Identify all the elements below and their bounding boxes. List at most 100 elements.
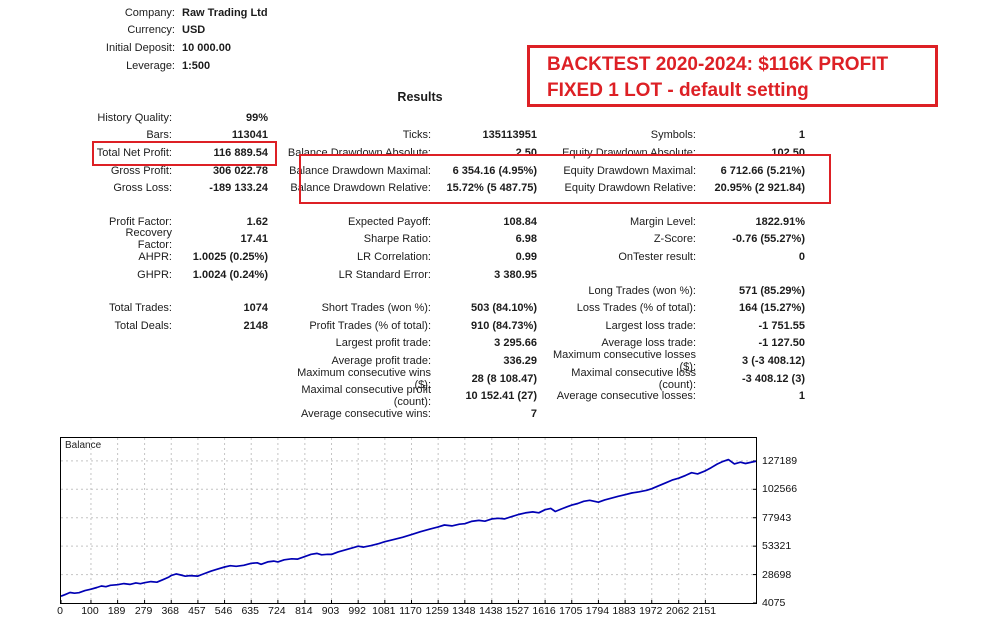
y-tick-label: 28698 (762, 568, 792, 581)
stat-label: Short Trades (won %): (321, 302, 431, 315)
stat-value: 28 (8 108.47) (471, 372, 537, 385)
stat-value: 1822.91% (755, 215, 805, 228)
stat-row: Ticks: 135113951 (278, 127, 537, 145)
balance-chart: Balance 4075 28698 53321 77943 102566 127189 0… (57, 437, 797, 617)
stat-row: Balance Drawdown Relative: 15.72% (5 487.… (278, 179, 537, 197)
stat-label: GHPR: (137, 268, 172, 281)
stat-value: 0 (798, 250, 805, 263)
stat-row: Maximal consecutive profit (count): 10 15… (278, 384, 537, 409)
stat-label: Maximal consecutive profit (count): (301, 384, 431, 409)
stat-label: History Quality: (97, 111, 172, 124)
stat-row: Initial Deposit: 10 000.00 (0, 39, 300, 57)
stat-row: Average profit trade: 336.29 (278, 352, 537, 370)
x-tick-label: 1705 (559, 605, 583, 617)
stat-value: 1.0025 (0.25%) (192, 250, 268, 263)
stat-row: Maximum consecutive wins ($): 28 (8 108.4… (278, 367, 537, 391)
stat-label: LR Correlation: (357, 250, 431, 263)
x-tick-label: 635 (241, 605, 259, 617)
y-tick-label: 102566 (762, 483, 798, 496)
stats-column-left: History Quality: 99% Bars: 113041 Total Net … (90, 109, 268, 335)
stats-group: Expected Payoff: 108.84 Sharpe Ratio: 6.98 L… (278, 213, 537, 283)
balance-chart-plot: Balance (60, 437, 757, 604)
stat-value: USD (182, 24, 206, 37)
stat-label: Profit Factor: (109, 215, 172, 228)
y-tick-label: 127189 (762, 454, 798, 467)
stat-row: Equity Drawdown Absolute: 102.50 (538, 144, 805, 162)
stat-row: Balance Drawdown Absolute: 2.50 (278, 144, 537, 162)
stat-row: Equity Drawdown Relative: 20.95% (2 921.8… (538, 179, 805, 197)
stat-label: Currency: (127, 24, 175, 37)
stat-value: 17.41 (240, 233, 268, 246)
stat-value: -1 127.50 (758, 337, 805, 350)
stat-value: 135113951 (482, 129, 537, 142)
stat-label: Average profit trade: (331, 354, 431, 367)
stat-value: 1.62 (246, 215, 268, 228)
stats-group: Profit Factor: 1.62 Recovery Factor: 17.41 A… (90, 213, 268, 283)
stat-label: Total Deals: (114, 319, 172, 332)
stat-row: Expected Payoff: 108.84 (278, 213, 537, 231)
x-tick-label: 1972 (639, 605, 663, 617)
stats-column-right: Symbols: 1 Equity Drawdown Absolute: 102.50… (538, 127, 805, 405)
stat-label: Total Trades: (109, 302, 172, 315)
stat-row: Symbols: 1 (538, 127, 805, 145)
stat-label: Expected Payoff: (348, 215, 431, 228)
stats-group: History Quality: 99% Bars: 113041 Total Net … (90, 109, 268, 197)
stat-value: 1074 (243, 302, 268, 315)
stat-row: Maximal consecutive loss (count): -3 408.… (538, 367, 805, 391)
x-tick-label: 992 (348, 605, 366, 617)
stat-label: Largest loss trade: (605, 319, 697, 332)
x-tick-label: 1348 (452, 605, 476, 617)
x-tick-label: 1081 (372, 605, 396, 617)
stat-row: Maximum consecutive losses ($): 3 (-3 408… (538, 348, 805, 373)
stat-row: AHPR: 1.0025 (0.25%) (90, 248, 268, 266)
stat-row: GHPR: 1.0024 (0.24%) (90, 266, 268, 284)
stat-value: 571 (85.29%) (738, 284, 805, 297)
stat-value: Raw Trading Ltd (182, 6, 268, 19)
stat-label: Balance Drawdown Relative: (290, 182, 431, 195)
stat-row: Long Trades (won %): 571 (85.29%) (538, 282, 805, 300)
stat-value: 10 152.41 (27) (465, 390, 537, 403)
x-tick-label: 1616 (532, 605, 556, 617)
stats-group: Symbols: 1 Equity Drawdown Absolute: 102.50… (538, 127, 805, 197)
stat-row: LR Correlation: 0.99 (278, 248, 537, 266)
annotation-callout: BACKTEST 2020-2024: $116K PROFIT FIXED 1… (527, 45, 938, 107)
stat-value: 108.84 (503, 215, 537, 228)
stat-value: 3 295.66 (494, 337, 537, 350)
stat-label: Loss Trades (% of total): (576, 302, 696, 315)
x-tick-label: 189 (107, 605, 126, 617)
stat-value: 336.29 (503, 354, 537, 367)
balance-chart-svg (61, 438, 756, 603)
x-tick-label: 1170 (399, 605, 422, 617)
stat-label: AHPR: (138, 250, 172, 263)
stat-value: -1 751.55 (758, 319, 805, 332)
balance-line (61, 458, 756, 597)
stat-label: Average loss trade: (601, 337, 696, 350)
stat-value: 910 (84.73%) (470, 319, 537, 332)
stat-value: 15.72% (5 487.75) (446, 182, 537, 195)
stat-label: Recovery Factor: (125, 227, 172, 252)
stat-label: Maximum consecutive losses ($): (552, 348, 696, 373)
x-tick-label: 368 (161, 605, 179, 617)
stat-row: History Quality: 99% (90, 109, 268, 127)
stat-label: Symbols: (650, 129, 696, 142)
stat-value: -0.76 (55.27%) (732, 233, 805, 246)
stats-group: Short Trades (won %): 503 (84.10%) Profit … (278, 299, 537, 422)
stat-value: -3 408.12 (3) (742, 372, 805, 385)
stats-group: Long Trades (won %): 571 (85.29%) Loss Tra… (538, 282, 805, 405)
stat-row: OnTester result: 0 (538, 248, 805, 266)
stat-label: LR Standard Error: (338, 268, 431, 281)
x-tick-label: 0 (57, 605, 63, 617)
stat-row: Total Net Profit: 116 889.54 (90, 144, 268, 162)
annotation-line2: FIXED 1 LOT - default setting (547, 80, 809, 101)
stat-value: 306 022.78 (212, 164, 268, 177)
stat-value: 116 889.54 (213, 146, 268, 159)
stat-row: Profit Factor: 1.62 (90, 213, 268, 231)
stat-value: 0.99 (515, 250, 537, 263)
y-tick-label: 77943 (762, 511, 792, 524)
stat-value: 99% (245, 111, 268, 124)
stat-row: Loss Trades (% of total): 164 (15.27%) (538, 299, 805, 317)
stat-value: 6 712.66 (5.21%) (720, 164, 805, 177)
x-tick-label: 457 (188, 605, 206, 617)
stat-value: 3 (-3 408.12) (742, 354, 805, 367)
stat-row: Company: Raw Trading Ltd (0, 4, 300, 22)
